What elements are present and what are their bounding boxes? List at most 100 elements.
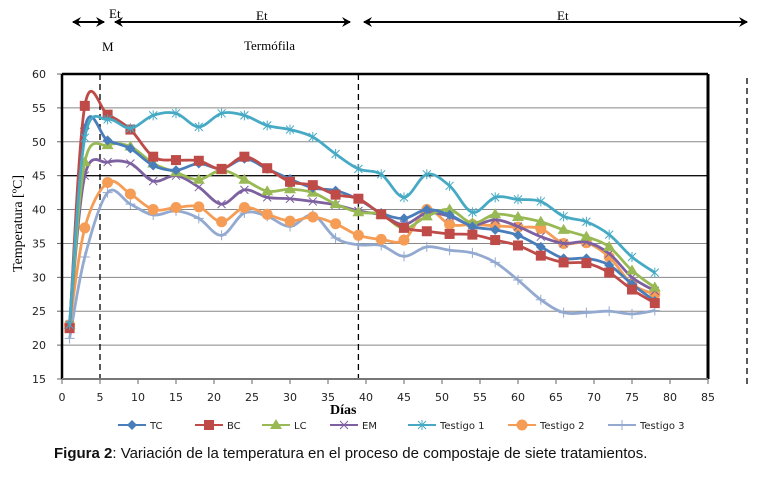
y-tick-label: 50 [32,136,46,149]
data-point [445,180,454,191]
x-tick-label: 5 [97,391,104,404]
caption-prefix: Figura 2 [54,445,113,462]
data-point [330,233,341,244]
data-point [649,298,660,309]
data-point [376,169,386,180]
data-point [513,230,523,241]
data-point [285,176,295,187]
data-point [330,218,342,230]
data-point [307,211,319,223]
phase-sublabel-thermophilic: Termófila [244,38,295,53]
data-point [125,199,136,210]
data-point [420,210,433,221]
legend-label: EM [362,421,377,432]
phase-sublabel-mesophilic: M [102,39,114,54]
data-point [649,288,661,300]
data-point [535,250,546,261]
data-point [581,307,592,318]
data-point [536,196,546,207]
phase-label-thermophilic: Et [256,8,268,23]
temperature-chart: Et M Et Termófila Et 1520253035404550556… [11,6,748,432]
x-tick-label: 0 [59,391,66,404]
series-bc [64,89,660,334]
data-point [79,100,90,111]
legend-item: Testigo 3 [608,420,684,432]
y-tick-label: 35 [32,237,46,250]
data-point [64,333,75,344]
x-tick-label: 70 [587,391,601,404]
data-point [216,163,227,174]
x-tick-label: 20 [207,391,221,404]
y-tick-label: 25 [32,305,46,318]
data-point [627,284,637,295]
data-point [444,245,455,256]
legend-marker [204,420,214,430]
x-axis-label: Días [330,403,357,418]
legend-item: BC [195,420,241,432]
phase-label-mesophilic: Et [109,6,121,21]
series-tc [64,115,660,330]
data-point [580,230,593,241]
legend-item: Testigo 1 [408,420,484,432]
data-point [171,155,181,166]
data-point [375,233,387,245]
data-point [148,151,159,162]
caption-text: : Variación de la temperatura en el proc… [112,445,648,462]
data-point [535,294,546,305]
data-point [422,169,432,180]
data-point [581,258,592,269]
series-layer [63,89,661,344]
legend-marker [339,420,349,430]
data-point [536,232,546,242]
data-point [353,193,364,204]
data-point [124,188,136,200]
data-point [239,151,250,162]
data-point [126,159,135,168]
data-point [444,209,455,220]
x-tick-label: 30 [283,391,297,404]
x-tick-label: 25 [245,391,259,404]
x-tick-label: 50 [435,391,449,404]
data-point [627,308,637,319]
series-line [68,89,656,329]
data-point [217,199,226,209]
data-point [148,176,158,186]
x-tick-label: 35 [321,391,335,404]
data-point [193,213,204,224]
axes: 15 20 25 30 35 40 45 50 55 60 0 5 10 15 20 25 30 35 40 45 50… [32,68,715,404]
data-point [307,180,318,191]
data-point [261,185,274,196]
data-point [353,239,364,250]
y-tick-label: 30 [32,271,46,284]
y-tick-label: 55 [32,102,46,115]
series-testigo-1 [65,108,660,330]
data-point [399,222,409,233]
data-point [558,257,569,268]
data-point [79,252,90,262]
data-point [102,176,114,188]
x-tick-label: 15 [169,391,183,404]
data-point [467,221,478,232]
data-point [604,306,615,317]
legend-item: LC [262,419,307,432]
data-point [80,132,90,143]
x-tick-label: 45 [397,391,411,404]
y-tick-label: 40 [32,204,46,217]
data-point [285,124,295,135]
data-point [513,194,523,205]
legend-item: Testigo 2 [508,419,584,432]
data-point [648,281,661,292]
data-point [352,206,365,217]
data-point [467,247,478,258]
data-point [398,234,410,246]
data-point [513,240,523,251]
data-point [170,202,182,214]
data-point [513,222,523,231]
series-line [68,111,656,325]
y-tick-label: 45 [32,170,46,183]
series-line [68,115,656,325]
data-point [603,240,616,251]
data-point [285,194,295,204]
figure-caption: Figura 2: Variación de la temperatura en… [54,442,754,466]
data-point [468,207,477,218]
